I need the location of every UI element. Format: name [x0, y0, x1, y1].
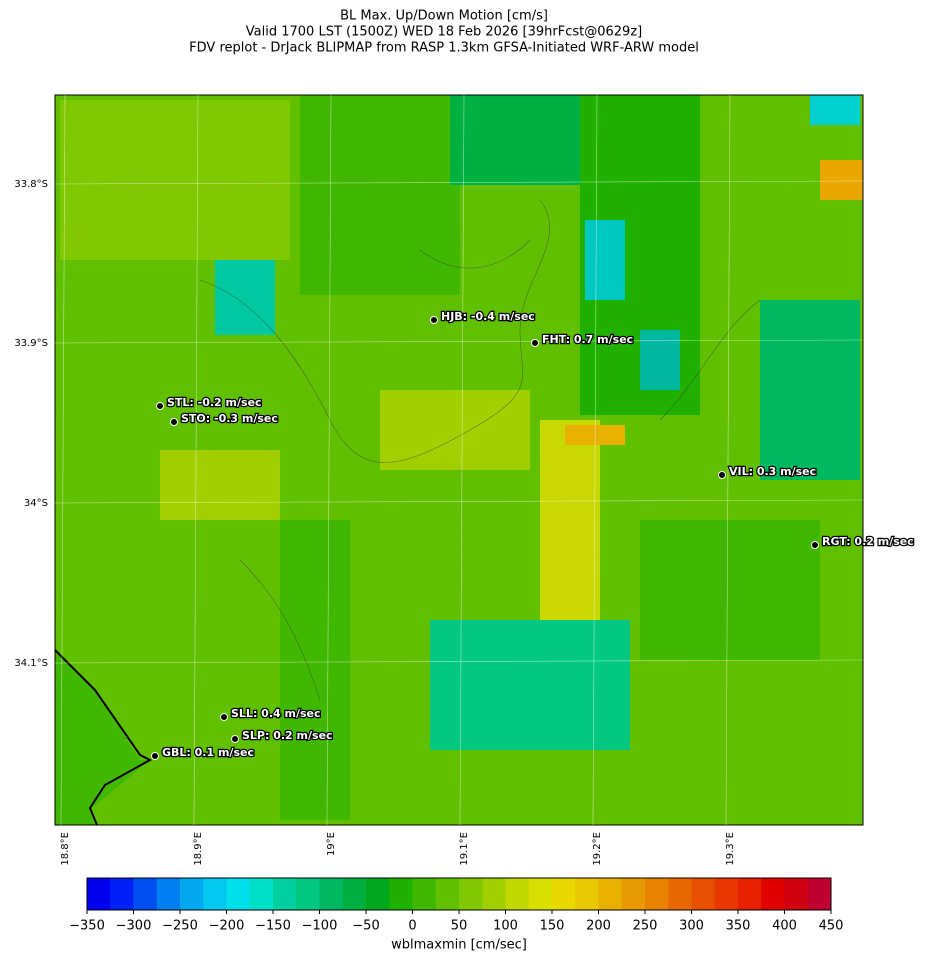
station-label: FHT: 0.7 m/sec [542, 333, 633, 346]
colorbar-segment [296, 878, 320, 910]
colorbar-segment [761, 878, 785, 910]
lat-label: 33.9°S [14, 338, 48, 349]
colorbar-segment [273, 878, 297, 910]
lon-label: 19°E [326, 832, 337, 856]
grid-line [54, 499, 864, 504]
colorbar-segment [528, 878, 553, 910]
grid-line [54, 180, 864, 185]
colorbar-segment [412, 878, 437, 910]
station-label: VIL: 0.3 m/sec [729, 465, 816, 478]
tick-label: −250 [162, 919, 198, 934]
lon-label: 18.9°E [193, 832, 204, 866]
grid-line [725, 94, 731, 826]
station-label: SLL: 0.4 m/sec [231, 707, 321, 720]
lon-label: 19.1°E [459, 832, 470, 866]
station-label: GBL: 0.1 m/sec [162, 746, 254, 759]
lat-label: 33.8°S [14, 179, 48, 190]
grid-line [326, 94, 332, 826]
station-label: STO: -0.3 m/sec [181, 412, 278, 425]
colorbar-segment [249, 878, 274, 910]
station-dot [151, 752, 159, 760]
station-label: HJB: -0.4 m/sec [441, 310, 535, 323]
colorbar-segment [180, 878, 204, 910]
colorbar-segment [505, 878, 530, 910]
station-label: RGT: 0.2 m/sec [822, 535, 914, 548]
colorbar-segment [691, 878, 716, 910]
colorbar-segment [714, 878, 739, 910]
lon-label: 19.3°E [725, 832, 736, 866]
colorbar-segment [575, 878, 599, 910]
station-label: STL: -0.2 m/sec [167, 396, 262, 409]
station-dot [811, 541, 819, 549]
station-dot [170, 418, 178, 426]
tick-label: −350 [69, 919, 105, 934]
station-dot [220, 713, 228, 721]
station-dot [231, 735, 239, 743]
station-dot [718, 471, 726, 479]
tick-label: −100 [302, 919, 338, 934]
colorbar-segment [435, 878, 460, 910]
tick-label: 50 [451, 919, 468, 934]
colorbar-segment [668, 878, 692, 910]
station-label: SLP: 0.2 m/sec [242, 729, 333, 742]
colorbar-segment [319, 878, 344, 910]
tick-label: 450 [819, 919, 844, 934]
colorbar-segment [133, 878, 158, 910]
colorbar-segment [482, 878, 506, 910]
title-line: Valid 1700 LST (1500Z) WED 18 Feb 2026 [… [246, 25, 642, 40]
colorbar-segment [110, 878, 134, 910]
colorbar-segment [784, 878, 809, 910]
colorbar-label: wblmaxmin [cm/sec] [391, 938, 527, 953]
map-field [54, 94, 864, 826]
colorbar-segment [203, 878, 227, 910]
colorbar-segment [389, 878, 413, 910]
tick-label: 300 [679, 919, 704, 934]
colorbar-segment [87, 878, 111, 910]
tick-label: 100 [493, 919, 518, 934]
colorbar-segment [342, 878, 367, 910]
lat-label: 34°S [24, 498, 48, 509]
lat-label: 34.1°S [14, 658, 48, 669]
grid-line [54, 659, 864, 664]
title-line: FDV replot - DrJack BLIPMAP from RASP 1.… [189, 41, 699, 56]
colorbar-segment [738, 878, 762, 910]
grid-line [60, 94, 66, 826]
tick-label: 400 [772, 919, 797, 934]
station-dot [156, 402, 164, 410]
colorbar-segment [226, 878, 251, 910]
colorbar-segment [552, 878, 576, 910]
tick-label: 0 [408, 919, 416, 934]
tick-label: 150 [540, 919, 565, 934]
grid-line [592, 94, 598, 826]
colorbar-segment [459, 878, 483, 910]
tick-label: −150 [255, 919, 291, 934]
grid-line [54, 339, 864, 344]
station-dot [531, 339, 539, 347]
lon-label: 19.2°E [592, 832, 603, 866]
grid-line [193, 94, 199, 826]
tick-label: −200 [209, 919, 245, 934]
colorbar-segment [598, 878, 623, 910]
tick-label: 250 [633, 919, 658, 934]
station-dot [430, 316, 438, 324]
colorbar-segment [807, 878, 832, 910]
colorbar-segment [156, 878, 181, 910]
tick-label: −300 [116, 919, 152, 934]
title-line: BL Max. Up/Down Motion [cm/s] [340, 9, 548, 24]
tick-label: 200 [586, 919, 611, 934]
colorbar-segment [645, 878, 669, 910]
colorbar: −350 −300 −250 −200 −150 −100 −50 0 50 100 150 200 2… [69, 877, 844, 953]
colorbar-segment [366, 878, 390, 910]
tick-label: −50 [352, 919, 379, 934]
colorbar-segment [621, 878, 646, 910]
tick-label: 350 [726, 919, 751, 934]
lon-label: 18.8°E [60, 832, 71, 866]
grid-line [459, 94, 465, 826]
